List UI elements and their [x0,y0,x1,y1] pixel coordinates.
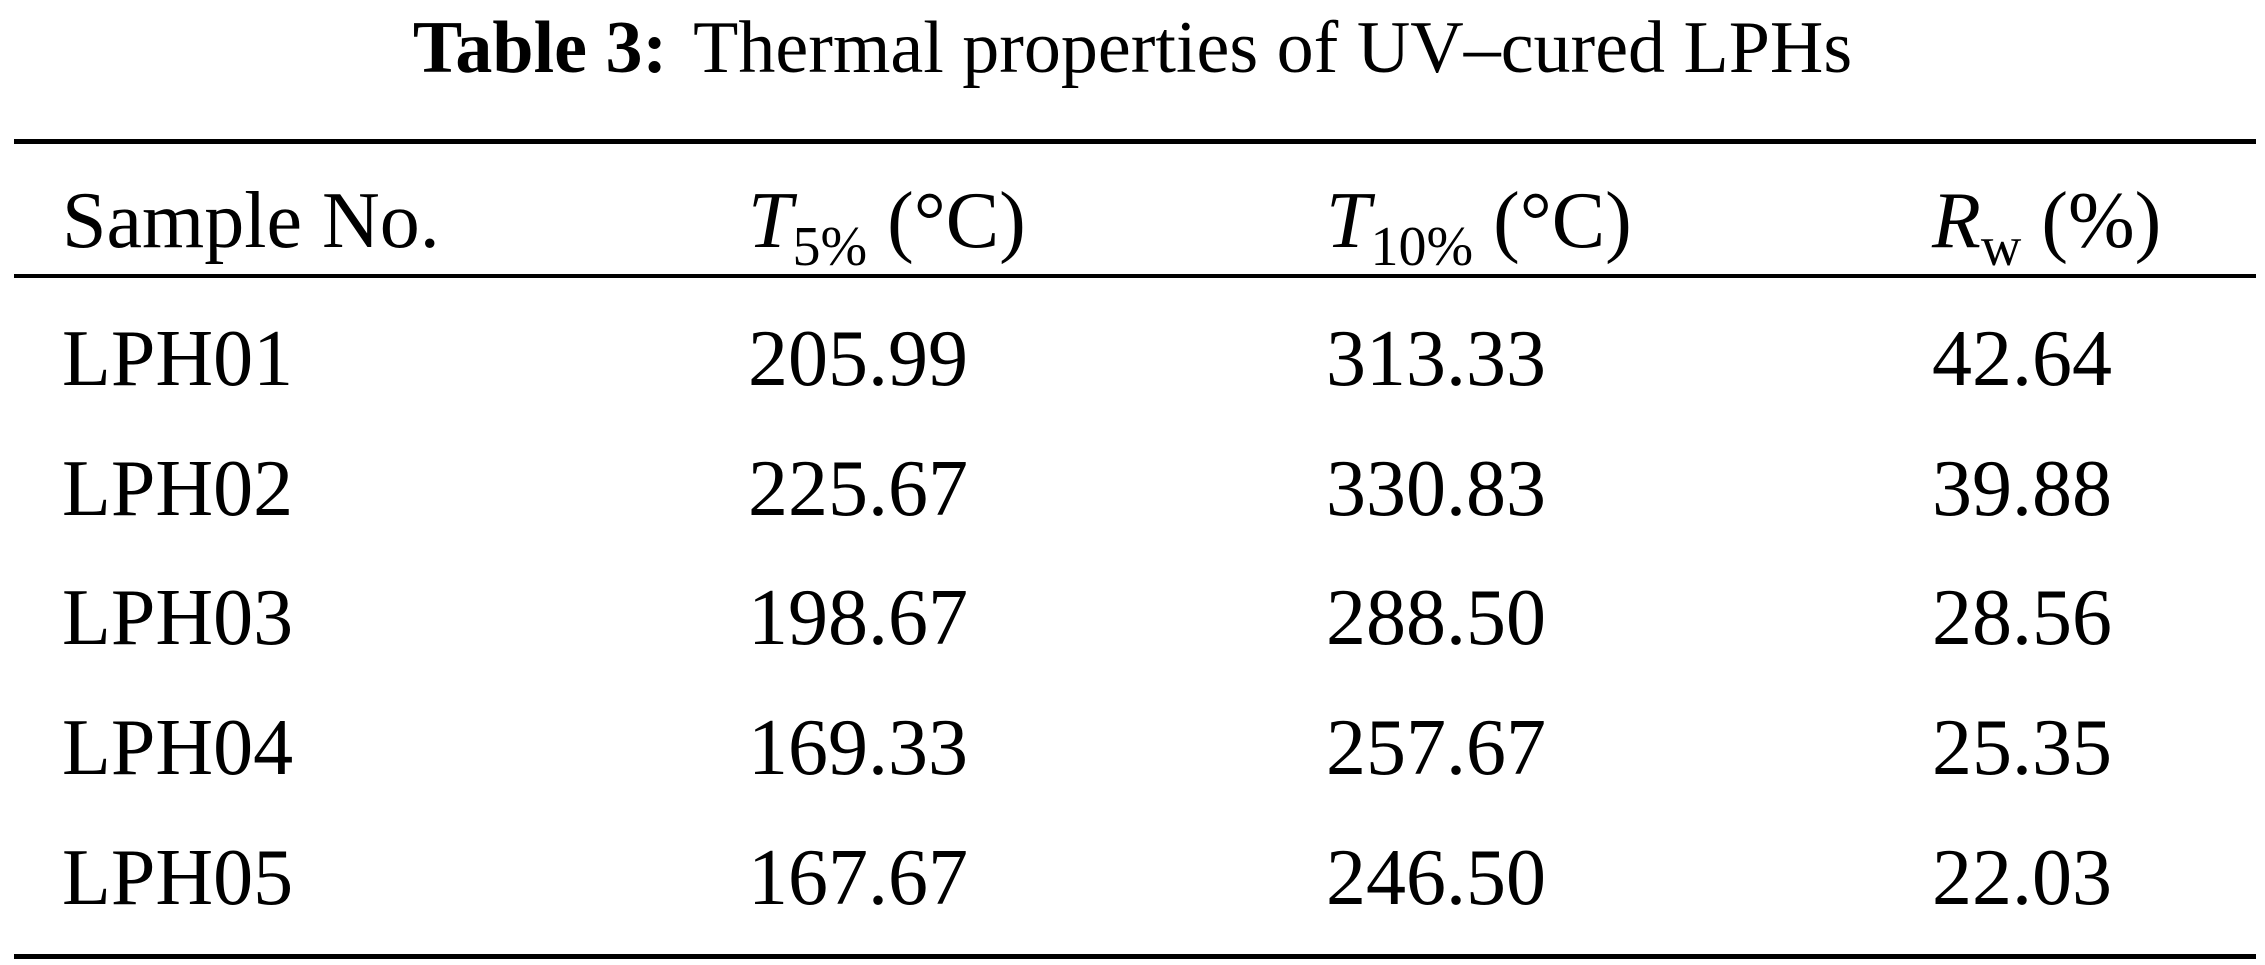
table-cell-sample: LPH04 [62,704,294,792]
table-cell-rw: 42.64 [1932,315,2112,403]
header-t5-unit: (°C) [887,177,1026,265]
table-cell-t5: 225.67 [748,445,968,533]
header-rw-symbol: R [1932,177,1981,265]
table-caption: Table 3: Thermal properties of UV–cured L… [0,0,2265,108]
table-cell-t5: 169.33 [748,704,968,792]
table-cell-t10: 330.83 [1326,445,1546,533]
table-cell-t10: 313.33 [1326,315,1546,403]
table-cell-t5: 167.67 [748,834,968,922]
table-cell-t10: 246.50 [1326,834,1546,922]
caption-label: Table 3: [412,7,668,89]
table-cell-sample: LPH05 [62,834,294,922]
header-t5-subscript: 5% [792,216,868,278]
table-cell-t10: 257.67 [1326,704,1546,792]
table-cell-t10: 288.50 [1326,574,1546,662]
table-cell-rw: 22.03 [1932,834,2112,922]
header-t5: T5% (°C) [748,176,1026,278]
header-sample-no-label: Sample No. [62,177,440,265]
header-t10-subscript: 10% [1370,216,1474,278]
header-rw: Rw (%) [1932,176,2162,278]
table-bottom-rule [14,954,2256,959]
header-sample-no: Sample No. [62,176,440,266]
table-cell-rw: 28.56 [1932,574,2112,662]
table-cell-sample: LPH02 [62,445,294,533]
header-rw-subscript: w [1980,216,2022,278]
table-cell-rw: 25.35 [1932,704,2112,792]
table-cell-rw: 39.88 [1932,445,2112,533]
table-cell-sample: LPH03 [62,574,294,662]
table-cell-t5: 205.99 [748,315,968,403]
table-header-rule [14,274,2256,278]
header-t10-symbol: T [1326,177,1371,265]
header-t5-symbol: T [748,177,793,265]
header-rw-unit: (%) [2041,177,2162,265]
table-cell-t5: 198.67 [748,574,968,662]
caption-text: Thermal properties of UV–cured LPHs [693,7,1853,89]
table-top-rule [14,139,2256,144]
table-cell-sample: LPH01 [62,315,294,403]
header-t10-unit: (°C) [1493,177,1632,265]
header-t10: T10% (°C) [1326,176,1632,278]
